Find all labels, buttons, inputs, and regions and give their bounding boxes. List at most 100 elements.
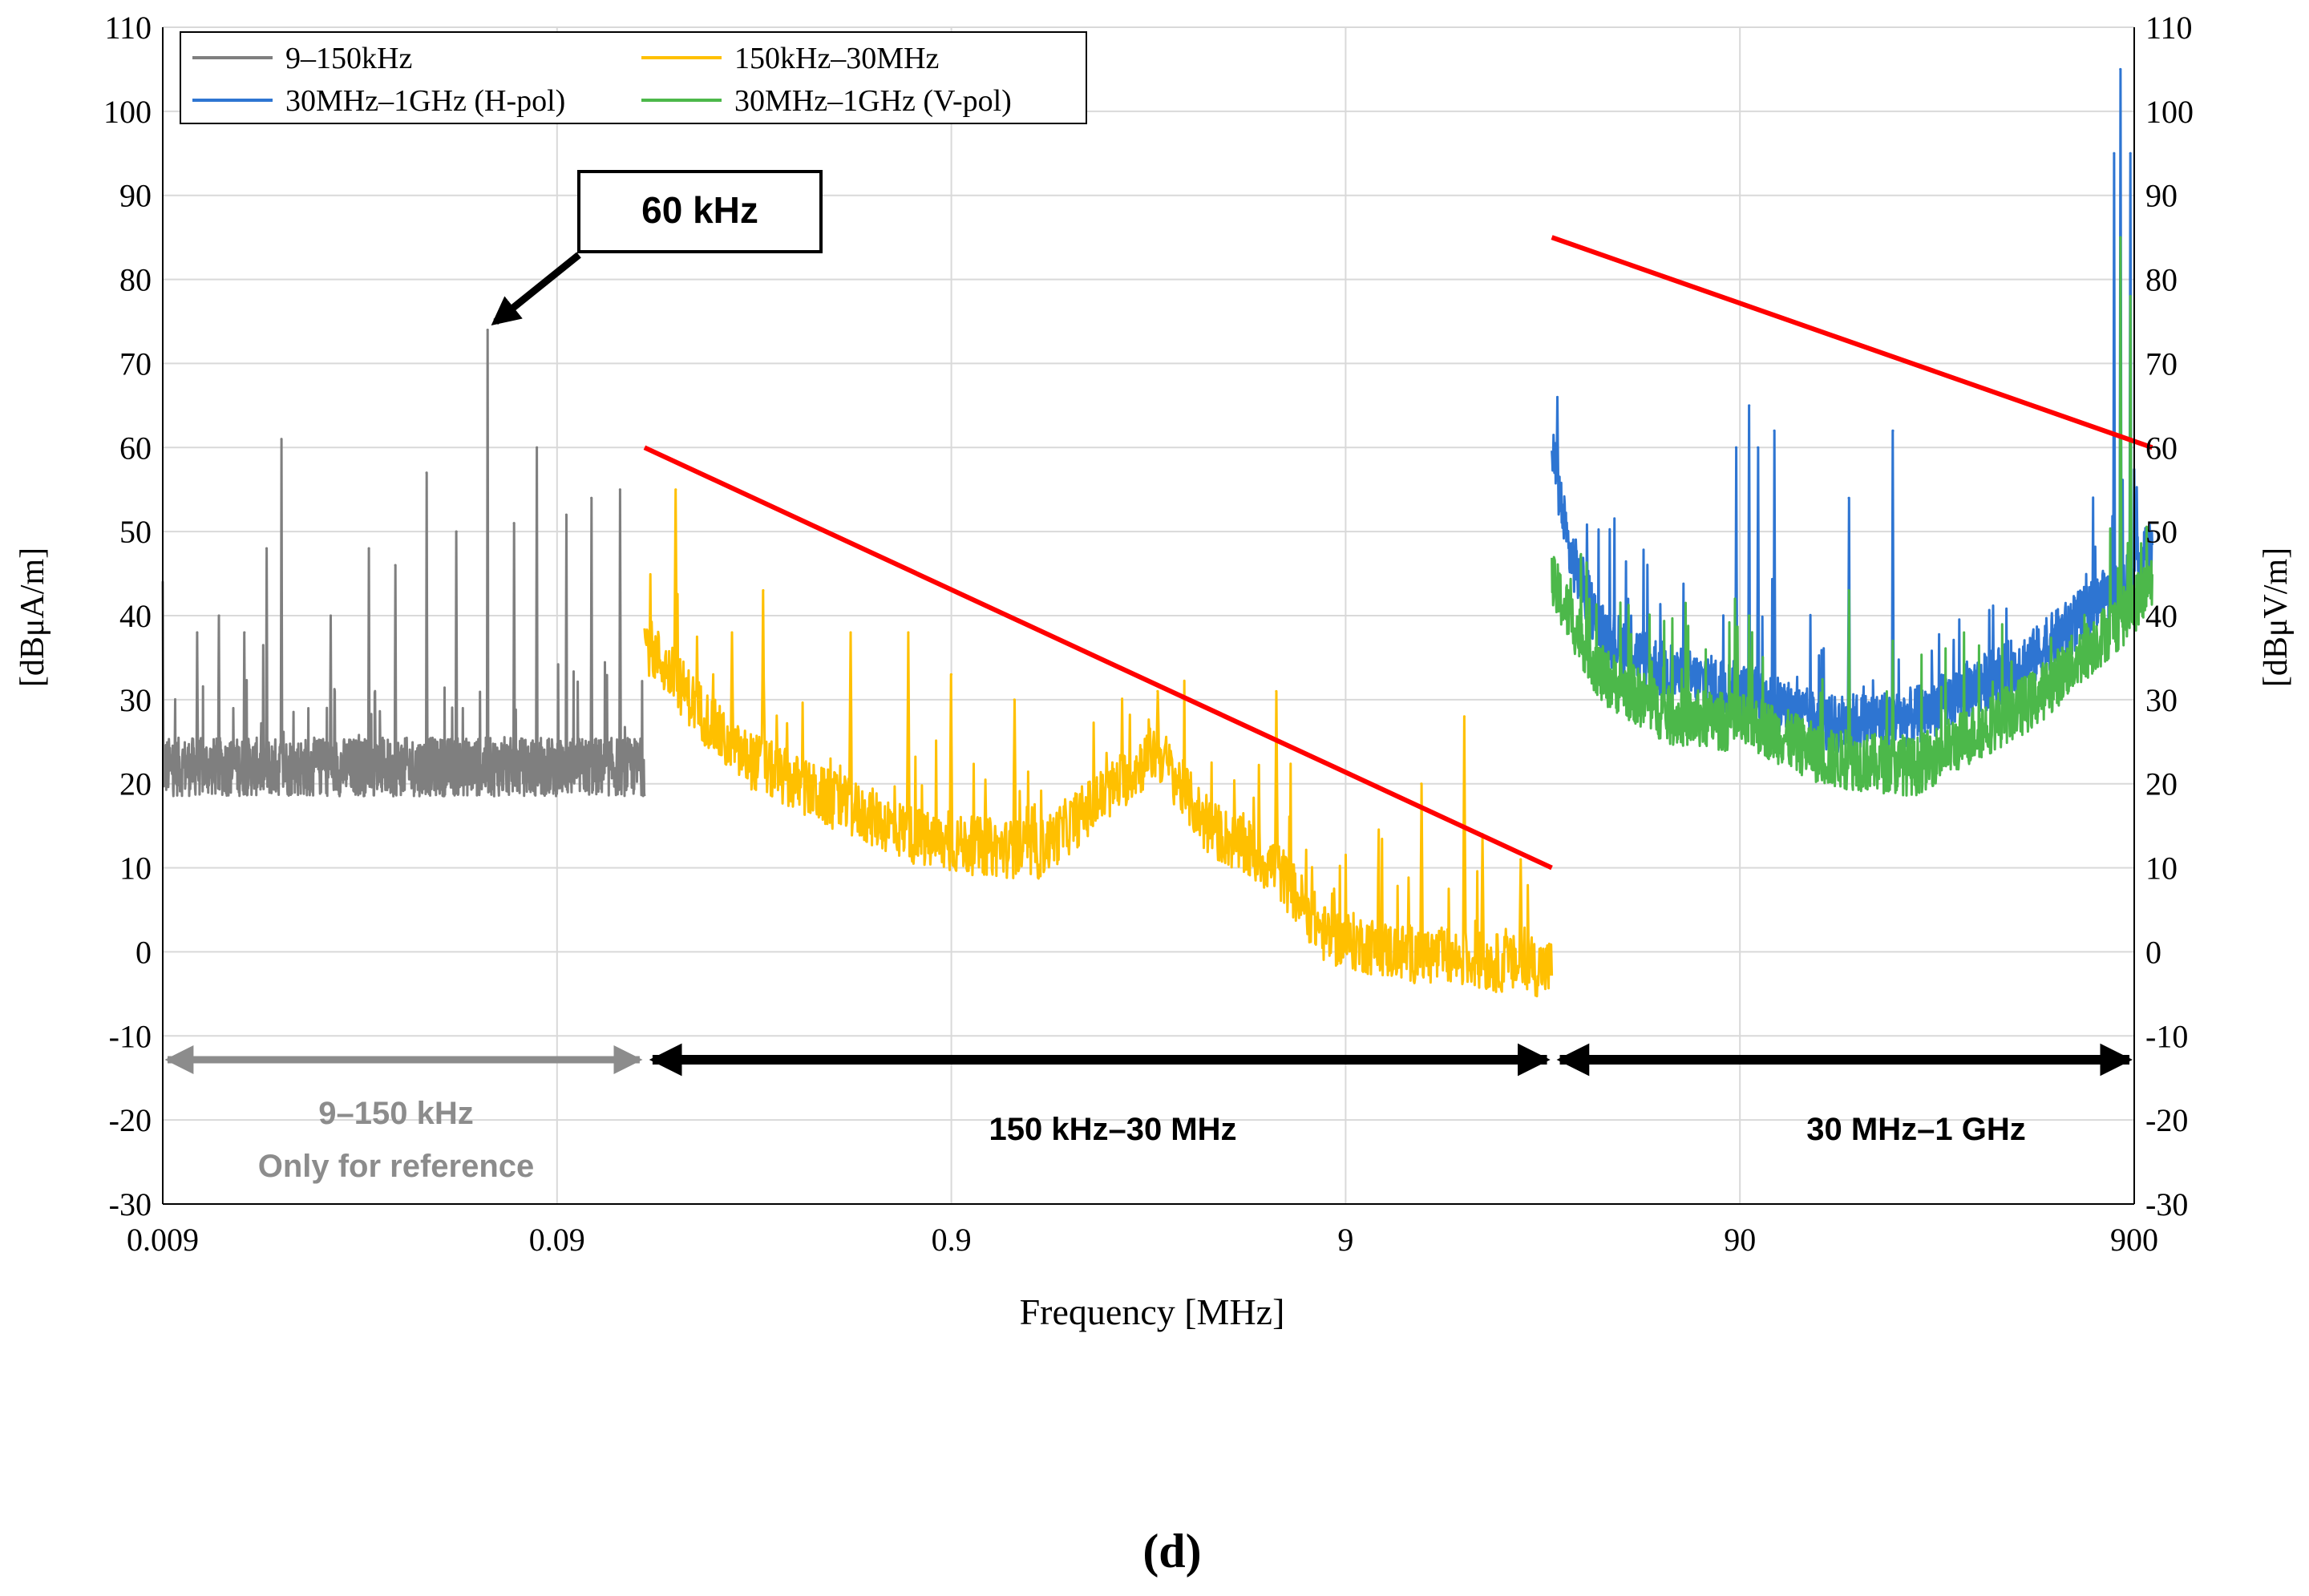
x-tick-label: 9 [1337, 1222, 1353, 1258]
range-note-reference: Only for reference [258, 1149, 535, 1184]
callout-arrow [491, 252, 581, 325]
x-tick-label: 0.009 [127, 1222, 199, 1258]
series-peak-point [2119, 236, 2122, 239]
series-peak-point [1420, 782, 1423, 786]
y-tick-label-left: 10 [119, 851, 152, 887]
series-peak-point [196, 631, 199, 634]
series-peak-point [455, 530, 458, 533]
legend-label: 30MHz–1GHz (H-pol) [285, 84, 565, 118]
series-peak-point [1734, 446, 1737, 449]
y-tick-label-right: 70 [2145, 345, 2178, 382]
range-label-9-150khz: 9–150 kHz [318, 1096, 473, 1131]
y-tick-label-right: 10 [2145, 851, 2178, 887]
limit-line-2 [1551, 235, 2153, 451]
series-peak-point [590, 496, 593, 499]
y-tick-label-left: 20 [119, 766, 152, 802]
y-tick-label-right: 20 [2145, 766, 2178, 802]
y-tick-label-left: 50 [119, 514, 152, 550]
series-peak-point [1773, 429, 1776, 432]
y-tick-label-left: 100 [103, 94, 152, 130]
series-peak-point [1891, 639, 1895, 642]
series-peak-point [1748, 404, 1751, 407]
series-peak-point [564, 513, 568, 516]
y-tick-label-left: 30 [119, 682, 152, 718]
y-tick-label-left: 60 [119, 430, 152, 466]
series-peak-point [329, 614, 332, 617]
y-tick-label-left: 80 [119, 262, 152, 298]
series-peak-point [618, 488, 621, 491]
legend-label: 9–150kHz [285, 42, 412, 75]
series-peak-point [512, 522, 516, 525]
y-tick-label-right: -10 [2145, 1018, 2188, 1054]
callout-box [577, 170, 823, 253]
series-peak-point [217, 614, 220, 617]
x-tick-label: 90 [1724, 1222, 1756, 1258]
series-peak-point [950, 673, 953, 676]
series-layer [161, 67, 2153, 998]
range-label-30mhz-1ghz: 30 MHz–1 GHz [1806, 1112, 2025, 1147]
y-tick-label-right: -30 [2145, 1186, 2188, 1222]
limit-layer [643, 235, 2153, 871]
series-line-1 [161, 329, 646, 798]
y-tick-label-right: 30 [2145, 682, 2178, 718]
series-peak-point [1462, 715, 1466, 718]
range-label-150khz-30mhz: 150 kHz–30 MHz [989, 1112, 1236, 1147]
y-tick-label-left: -20 [109, 1102, 152, 1138]
y-tick-label-right: 60 [2145, 430, 2178, 466]
y-tick-label-left: 90 [119, 178, 152, 214]
y-tick-label-right: 50 [2145, 514, 2178, 550]
series-peak-point [2129, 152, 2132, 155]
series-line-4 [1551, 236, 2153, 797]
series-peak-point [1847, 496, 1850, 499]
callout-label: 60 kHz [641, 189, 758, 231]
y-tick-label-right: 110 [2145, 10, 2193, 46]
annotation-layer: 60 kHz 9–150 kHz Only for reference 150 kHz… [164, 170, 2133, 1184]
series-peak-point [2119, 67, 2122, 71]
y-axis-label-left: [dBμA/m] [14, 547, 51, 687]
legend-box [180, 31, 1087, 124]
series-peak-point [2129, 295, 2132, 298]
y-tick-label-left: 0 [135, 934, 152, 970]
series-peak-point [1156, 689, 1159, 693]
y-tick-label-right: 90 [2145, 178, 2178, 214]
y-tick-label-left: -30 [109, 1186, 152, 1222]
series-peak-point [425, 471, 428, 475]
legend-label: 30MHz–1GHz (V-pol) [734, 84, 1012, 118]
series-peak-point [674, 488, 677, 491]
series-peak-point [907, 631, 910, 634]
y-tick-label-left: 110 [104, 10, 152, 46]
series-peak-point [1519, 858, 1522, 861]
series-peak-point [1556, 395, 1559, 398]
series-peak-point [265, 547, 268, 550]
series-peak-point [1757, 446, 1760, 449]
series-peak-point [849, 631, 852, 634]
series-peak-point [1275, 689, 1278, 693]
limit-line-1 [643, 445, 1553, 871]
series-line-2 [643, 488, 1554, 998]
series-peak-point [536, 446, 539, 449]
series-peak-point [243, 631, 246, 634]
y-tick-label-left: -10 [109, 1018, 152, 1054]
grid-layer [162, 26, 2135, 1205]
series-peak-point [486, 328, 489, 331]
y-tick-label-left: 40 [119, 598, 152, 634]
series-peak-point [730, 631, 734, 634]
figure-subtitle: (d) [1142, 1525, 1201, 1578]
y-tick-label-left: 70 [119, 345, 152, 382]
series-peak-point [367, 547, 370, 550]
series-peak-point [1748, 614, 1751, 617]
series-peak-point [1013, 698, 1016, 701]
x-tick-label: 0.9 [932, 1222, 972, 1258]
y-axis-label-right: [dBμV/m] [2258, 547, 2295, 687]
x-tick-label: 900 [2110, 1222, 2158, 1258]
legend: 9–150kHz 150kHz–30MHz 30MHz–1GHz (H-pol) 30… [180, 31, 1087, 124]
x-tick-label: 0.09 [529, 1222, 585, 1258]
y-tick-label-right: 80 [2145, 262, 2178, 298]
y-tick-label-right: 40 [2145, 598, 2178, 634]
series-peak-point [1891, 429, 1895, 432]
legend-label: 150kHz–30MHz [734, 42, 939, 75]
y-tick-label-right: 0 [2145, 934, 2161, 970]
series-peak-point [1847, 589, 1850, 592]
